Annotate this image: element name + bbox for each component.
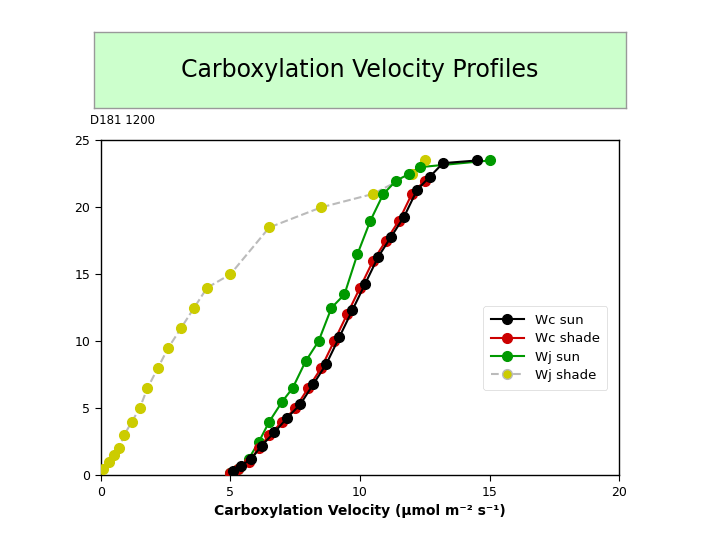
Text: Carboxylation Velocity Profiles: Carboxylation Velocity Profiles [181, 58, 539, 82]
Text: D181 1200: D181 1200 [91, 114, 156, 127]
Legend: Wc sun, Wc shade, Wj sun, Wj shade: Wc sun, Wc shade, Wj sun, Wj shade [483, 306, 608, 390]
X-axis label: Carboxylation Velocity (μmol m⁻² s⁻¹): Carboxylation Velocity (μmol m⁻² s⁻¹) [214, 504, 506, 518]
